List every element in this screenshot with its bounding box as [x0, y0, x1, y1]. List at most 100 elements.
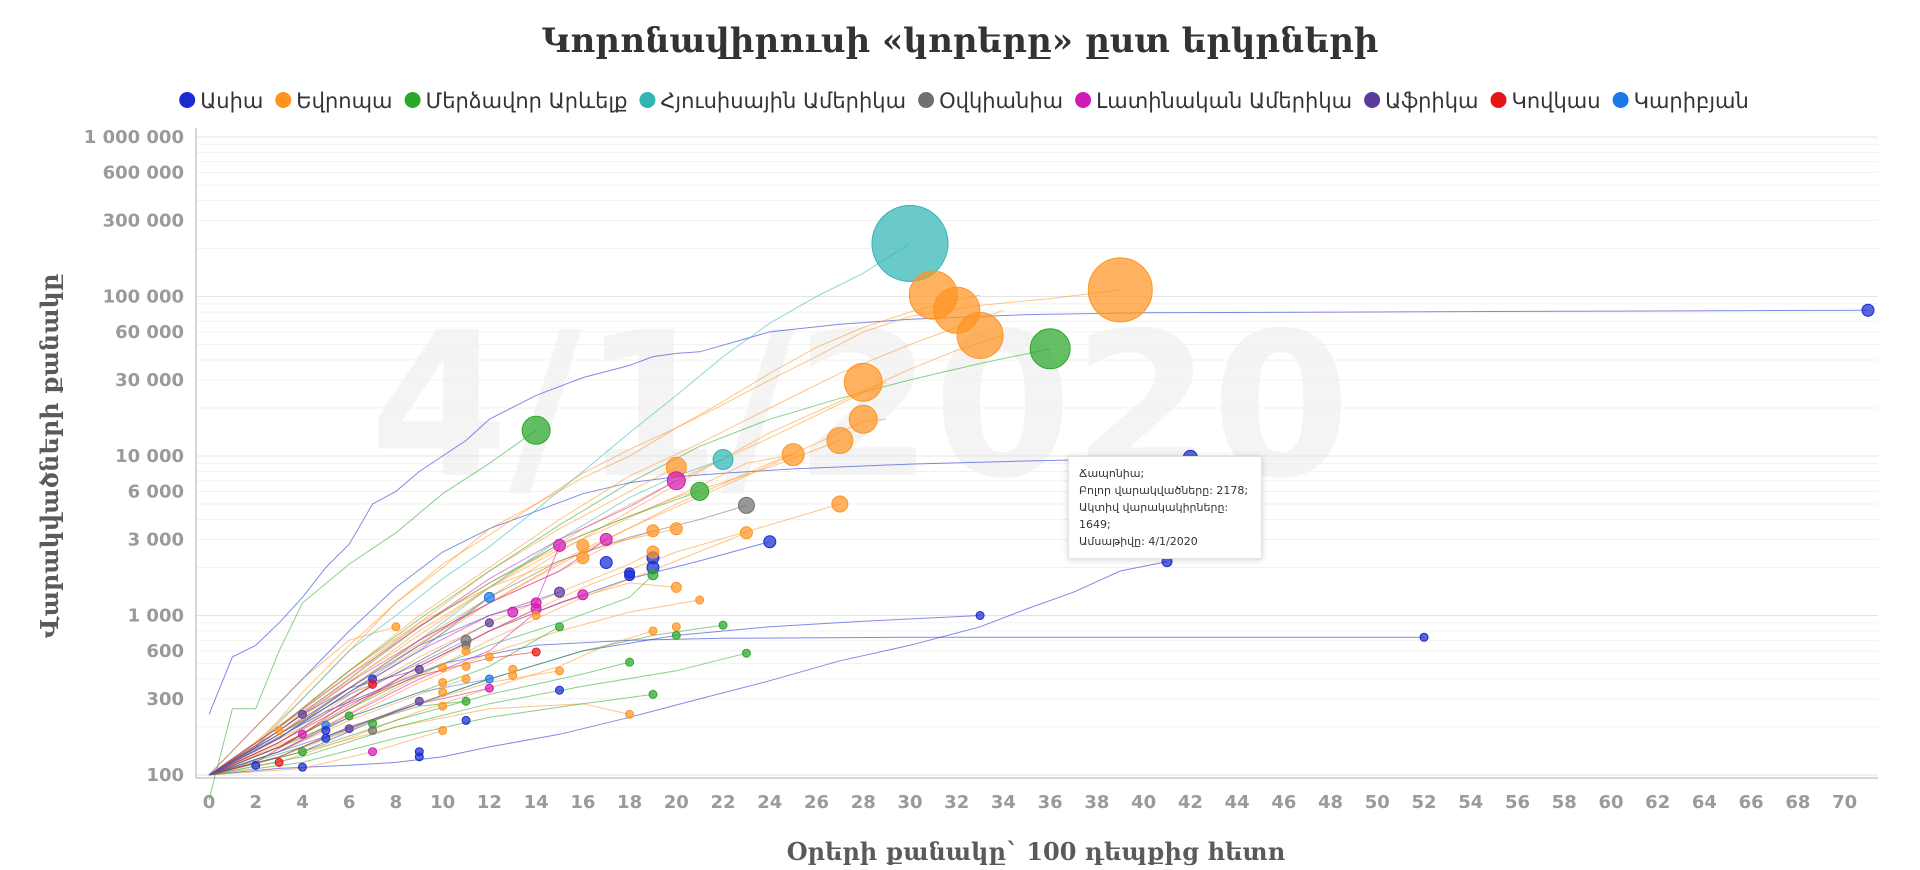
data-point[interactable]	[670, 581, 682, 593]
data-point[interactable]	[1861, 303, 1875, 317]
legend-item[interactable]: Կովկաս	[1490, 89, 1601, 113]
data-point[interactable]	[438, 687, 448, 697]
data-point[interactable]	[274, 726, 284, 736]
data-point[interactable]	[414, 664, 424, 674]
data-point[interactable]	[483, 591, 495, 603]
data-point[interactable]	[1087, 257, 1153, 323]
data-point[interactable]	[251, 760, 261, 770]
data-point[interactable]	[554, 685, 564, 695]
legend-item[interactable]: Ասիա	[179, 89, 263, 113]
data-point[interactable]	[739, 526, 753, 540]
data-point[interactable]	[484, 674, 494, 684]
data-point[interactable]	[297, 709, 307, 719]
data-point[interactable]	[1029, 328, 1071, 370]
data-point[interactable]	[826, 427, 854, 455]
data-point[interactable]	[461, 674, 471, 684]
data-point[interactable]	[438, 726, 448, 736]
y-tick-label: 100	[146, 765, 184, 786]
data-point[interactable]	[695, 595, 705, 605]
data-point[interactable]	[737, 496, 755, 514]
data-point[interactable]	[321, 733, 331, 743]
data-point[interactable]	[531, 611, 541, 620]
legend-item[interactable]: Աֆրիկա	[1364, 89, 1478, 113]
legend-item[interactable]: Լատինական Ամերիկա	[1075, 89, 1352, 113]
x-tick-label: 52	[1412, 792, 1437, 813]
data-point[interactable]	[414, 696, 424, 706]
data-point[interactable]	[297, 762, 307, 772]
data-point[interactable]	[553, 586, 565, 598]
data-point[interactable]	[577, 589, 589, 601]
data-point[interactable]	[461, 715, 471, 725]
x-tick-label: 34	[991, 792, 1016, 813]
data-point[interactable]	[552, 538, 566, 552]
data-point[interactable]	[763, 535, 777, 549]
legend-item[interactable]: Մերձավոր Արևելք	[404, 89, 628, 113]
data-point[interactable]	[507, 606, 519, 618]
data-point[interactable]	[554, 622, 564, 632]
legend-item[interactable]: Եվրոպա	[275, 89, 393, 113]
data-point[interactable]	[297, 747, 307, 757]
data-point[interactable]	[344, 711, 354, 721]
tooltip-country: Ճապոնիա;	[1079, 467, 1145, 480]
data-point[interactable]	[438, 663, 448, 673]
data-point[interactable]	[671, 622, 681, 632]
series-line	[208, 574, 654, 776]
data-point[interactable]	[391, 622, 401, 632]
data-point[interactable]	[554, 666, 564, 676]
data-point[interactable]	[576, 551, 590, 565]
legend-item[interactable]: Օվկիանիա	[918, 89, 1063, 113]
data-point[interactable]	[461, 661, 471, 671]
data-point[interactable]	[484, 618, 494, 628]
data-point[interactable]	[646, 545, 660, 559]
data-point[interactable]	[625, 657, 635, 667]
y-tick-label: 100 000	[103, 287, 184, 308]
data-point[interactable]	[344, 724, 354, 734]
data-point[interactable]	[438, 678, 448, 688]
data-point[interactable]	[297, 729, 307, 739]
legend-label: Լատինական Ամերիկա	[1096, 89, 1352, 113]
data-point[interactable]	[321, 726, 331, 736]
data-point[interactable]	[625, 709, 635, 719]
bubbles[interactable]	[251, 204, 1875, 772]
series-line	[208, 289, 1121, 776]
data-point[interactable]	[484, 683, 494, 693]
data-point[interactable]	[508, 671, 518, 681]
data-point[interactable]	[975, 611, 985, 620]
data-point[interactable]	[1419, 632, 1429, 642]
legend-item[interactable]: Հյուսիսային Ամերիկա	[639, 89, 906, 113]
data-point[interactable]	[438, 701, 448, 711]
data-point[interactable]	[648, 689, 658, 699]
data-point[interactable]	[531, 647, 541, 657]
series-line	[208, 730, 443, 776]
data-point[interactable]	[461, 646, 471, 656]
data-point[interactable]	[741, 648, 751, 658]
data-point[interactable]	[368, 726, 378, 736]
data-point[interactable]	[781, 443, 805, 467]
data-point[interactable]	[669, 522, 683, 536]
data-point[interactable]	[648, 626, 658, 636]
data-point[interactable]	[956, 311, 1004, 359]
data-point[interactable]	[646, 524, 660, 538]
data-point[interactable]	[368, 747, 378, 757]
data-point[interactable]	[414, 752, 424, 762]
data-point[interactable]	[848, 404, 878, 434]
data-point[interactable]	[666, 471, 686, 491]
data-point[interactable]	[690, 481, 710, 501]
legend-item[interactable]: Կարիբյան	[1612, 89, 1749, 113]
data-point[interactable]	[521, 415, 551, 445]
data-point[interactable]	[368, 679, 378, 689]
data-point[interactable]	[599, 555, 613, 569]
data-point[interactable]	[484, 652, 494, 662]
data-point[interactable]	[671, 630, 681, 640]
data-point[interactable]	[843, 362, 883, 402]
data-point[interactable]	[624, 570, 636, 582]
data-point[interactable]	[647, 569, 659, 581]
data-point[interactable]	[871, 204, 949, 282]
data-point[interactable]	[599, 532, 613, 546]
data-point[interactable]	[461, 696, 471, 706]
data-point[interactable]	[831, 495, 849, 513]
data-point[interactable]	[576, 538, 590, 552]
data-point[interactable]	[718, 620, 728, 630]
data-point[interactable]	[274, 757, 284, 767]
data-point[interactable]	[712, 449, 734, 471]
